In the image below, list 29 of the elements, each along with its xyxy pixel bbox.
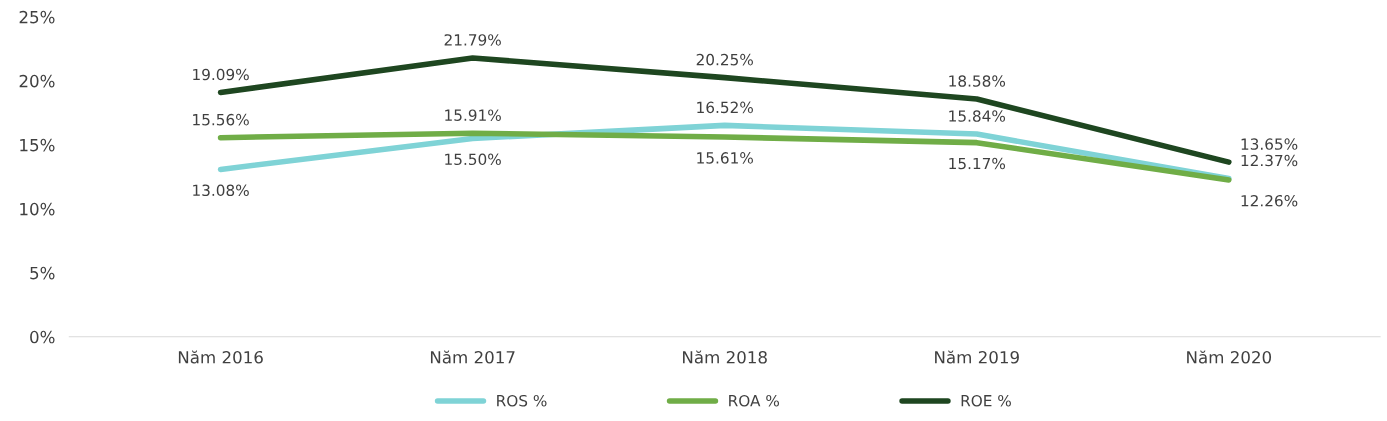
data-label: 15.84% [949, 110, 1006, 122]
y-tick-label: 20% [19, 74, 55, 88]
data-label: 13.08% [193, 184, 249, 197]
x-tick-label: Năm 2017 [430, 350, 515, 364]
data-label: 15.56% [193, 113, 249, 126]
data-label: 13.65% [1241, 138, 1298, 150]
y-tick-label: 0% [30, 330, 55, 344]
data-label: 12.26% [1241, 194, 1298, 207]
data-label: 18.58% [949, 75, 1006, 87]
data-label: 15.50% [445, 153, 501, 166]
y-tick-label: 25% [19, 10, 55, 24]
data-label: 12.37% [1241, 154, 1298, 167]
data-label: 21.79% [444, 34, 501, 46]
data-label: 20.25% [696, 53, 753, 66]
data-label: 15.91% [445, 109, 501, 121]
legend-label: ROE % [961, 394, 1011, 407]
x-tick-label: Năm 2016 [178, 350, 263, 364]
y-tick-label: 5% [30, 266, 55, 280]
data-label: 15.17% [949, 157, 1006, 170]
x-tick-label: Năm 2020 [1187, 350, 1272, 364]
x-tick-label: Năm 2019 [935, 350, 1019, 364]
data-label: 19.09% [193, 68, 249, 81]
y-tick-label: 15% [20, 138, 55, 152]
y-tick-label: 10% [20, 202, 55, 216]
legend-label: ROS % [497, 394, 547, 407]
x-tick-label: Năm 2018 [683, 350, 767, 364]
data-label: 16.52% [697, 101, 753, 114]
data-label: 15.61% [697, 152, 753, 164]
legend-label: ROA % [729, 394, 780, 407]
